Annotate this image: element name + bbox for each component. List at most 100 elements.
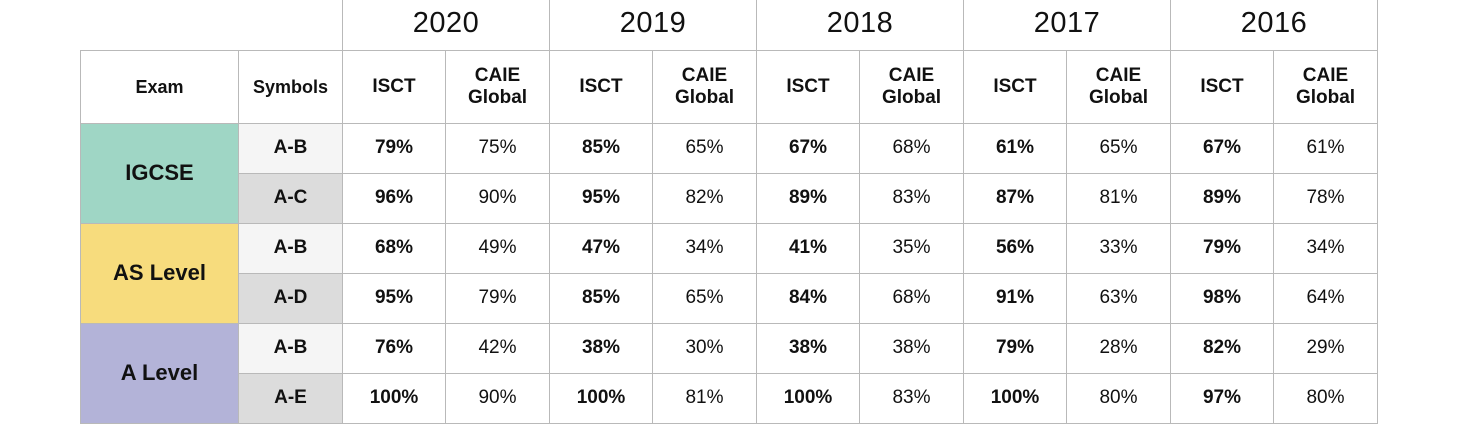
caie-value-cell: 29% [1273, 322, 1378, 374]
year-header: 2019 [549, 0, 757, 51]
isct-value-cell: 41% [756, 222, 860, 274]
year-header: 2018 [756, 0, 964, 51]
symbols-column-header: Symbols [238, 49, 343, 124]
caie-value-cell: 90% [445, 372, 550, 424]
symbol-cell: A-E [238, 372, 343, 424]
isct-value-cell: 61% [963, 122, 1067, 174]
caie-value-cell: 34% [652, 222, 757, 274]
isct-value-cell: 38% [549, 322, 653, 374]
isct-value-cell: 38% [756, 322, 860, 374]
isct-value-cell: 68% [342, 222, 446, 274]
global-label: Global [674, 86, 735, 108]
caie-global-column-header: CAIE Global [859, 49, 964, 124]
isct-column-header: ISCT [756, 49, 860, 124]
isct-value-cell: 100% [342, 372, 446, 424]
caie-value-cell: 28% [1066, 322, 1171, 374]
isct-value-cell: 95% [549, 172, 653, 224]
isct-value-cell: 91% [963, 272, 1067, 324]
table-row: A-D 95% 79% 85% 65% 84% 68% 91% 63% 98% 64% [81, 272, 1378, 324]
blank-corner [80, 0, 343, 51]
caie-global-column-header: CAIE Global [445, 49, 550, 124]
caie-label: CAIE [1302, 64, 1349, 86]
caie-value-cell: 30% [652, 322, 757, 374]
caie-value-cell: 49% [445, 222, 550, 274]
isct-value-cell: 95% [342, 272, 446, 324]
caie-value-cell: 68% [859, 272, 964, 324]
caie-value-cell: 63% [1066, 272, 1171, 324]
exam-cell: A Level [80, 322, 239, 424]
caie-value-cell: 81% [1066, 172, 1171, 224]
caie-value-cell: 35% [859, 222, 964, 274]
isct-value-cell: 85% [549, 272, 653, 324]
isct-value-cell: 96% [342, 172, 446, 224]
caie-value-cell: 34% [1273, 222, 1378, 274]
year-header-row: 2020 2019 2018 2017 2016 [80, 0, 1378, 51]
caie-value-cell: 61% [1273, 122, 1378, 174]
caie-value-cell: 33% [1066, 222, 1171, 274]
isct-column-header: ISCT [342, 49, 446, 124]
isct-value-cell: 67% [1170, 122, 1274, 174]
column-header-row: Exam Symbols ISCT CAIE Global ISCT CAIE Globa… [80, 49, 1378, 124]
caie-global-column-header: CAIE Global [1066, 49, 1171, 124]
exam-cell: AS Level [80, 222, 239, 324]
caie-value-cell: 65% [652, 272, 757, 324]
isct-column-header: ISCT [1170, 49, 1274, 124]
isct-value-cell: 79% [963, 322, 1067, 374]
isct-value-cell: 79% [342, 122, 446, 174]
isct-value-cell: 47% [549, 222, 653, 274]
caie-value-cell: 42% [445, 322, 550, 374]
table-row: AS Level A-B 68% 49% 47% 34% 41% 35% 56% 33% 79% 34… [80, 222, 1378, 324]
table-row: IGCSE A-B 79% 75% 85% 65% 67% 68% 61% 65% 67% 61% [80, 122, 1378, 224]
caie-global-column-header: CAIE Global [1273, 49, 1378, 124]
symbol-cell: A-B [238, 322, 343, 374]
caie-value-cell: 64% [1273, 272, 1378, 324]
isct-value-cell: 79% [1170, 222, 1274, 274]
exam-column-header: Exam [80, 49, 239, 124]
caie-value-cell: 79% [445, 272, 550, 324]
caie-label: CAIE [474, 64, 521, 86]
year-header: 2016 [1170, 0, 1378, 51]
isct-value-cell: 100% [756, 372, 860, 424]
caie-value-cell: 80% [1066, 372, 1171, 424]
year-header: 2020 [342, 0, 550, 51]
isct-value-cell: 89% [1170, 172, 1274, 224]
isct-value-cell: 100% [963, 372, 1067, 424]
caie-value-cell: 65% [1066, 122, 1171, 174]
caie-value-cell: 68% [859, 122, 964, 174]
global-label: Global [467, 86, 528, 108]
symbol-cell: A-B [238, 222, 343, 274]
caie-global-column-header: CAIE Global [652, 49, 757, 124]
isct-value-cell: 98% [1170, 272, 1274, 324]
global-label: Global [1295, 86, 1356, 108]
caie-value-cell: 80% [1273, 372, 1378, 424]
table-row: A-C 96% 90% 95% 82% 89% 83% 87% 81% 89% 78% [81, 172, 1378, 224]
isct-value-cell: 82% [1170, 322, 1274, 374]
isct-value-cell: 84% [756, 272, 860, 324]
year-header: 2017 [963, 0, 1171, 51]
isct-column-header: ISCT [549, 49, 653, 124]
table-row: A Level A-B 76% 42% 38% 30% 38% 38% 79% 28% 82% 29% [80, 322, 1378, 424]
caie-value-cell: 38% [859, 322, 964, 374]
results-table: 2020 2019 2018 2017 2016 Exam Symbols IS… [80, 0, 1378, 424]
isct-value-cell: 76% [342, 322, 446, 374]
caie-value-cell: 82% [652, 172, 757, 224]
table-row: A-E 100% 90% 100% 81% 100% 83% 100% 80% 97% 80% [81, 372, 1378, 424]
table-body: IGCSE A-B 79% 75% 85% 65% 67% 68% 61% 65% 67% 61% A-… [80, 122, 1378, 424]
caie-label: CAIE [681, 64, 728, 86]
isct-value-cell: 56% [963, 222, 1067, 274]
isct-value-cell: 100% [549, 372, 653, 424]
isct-value-cell: 97% [1170, 372, 1274, 424]
caie-value-cell: 83% [859, 172, 964, 224]
caie-value-cell: 65% [652, 122, 757, 174]
caie-value-cell: 90% [445, 172, 550, 224]
caie-value-cell: 75% [445, 122, 550, 174]
caie-label: CAIE [1095, 64, 1142, 86]
global-label: Global [881, 86, 942, 108]
caie-value-cell: 81% [652, 372, 757, 424]
symbol-cell: A-B [238, 122, 343, 174]
caie-label: CAIE [888, 64, 935, 86]
caie-value-cell: 78% [1273, 172, 1378, 224]
symbol-cell: A-C [238, 172, 343, 224]
symbol-cell: A-D [238, 272, 343, 324]
isct-value-cell: 67% [756, 122, 860, 174]
